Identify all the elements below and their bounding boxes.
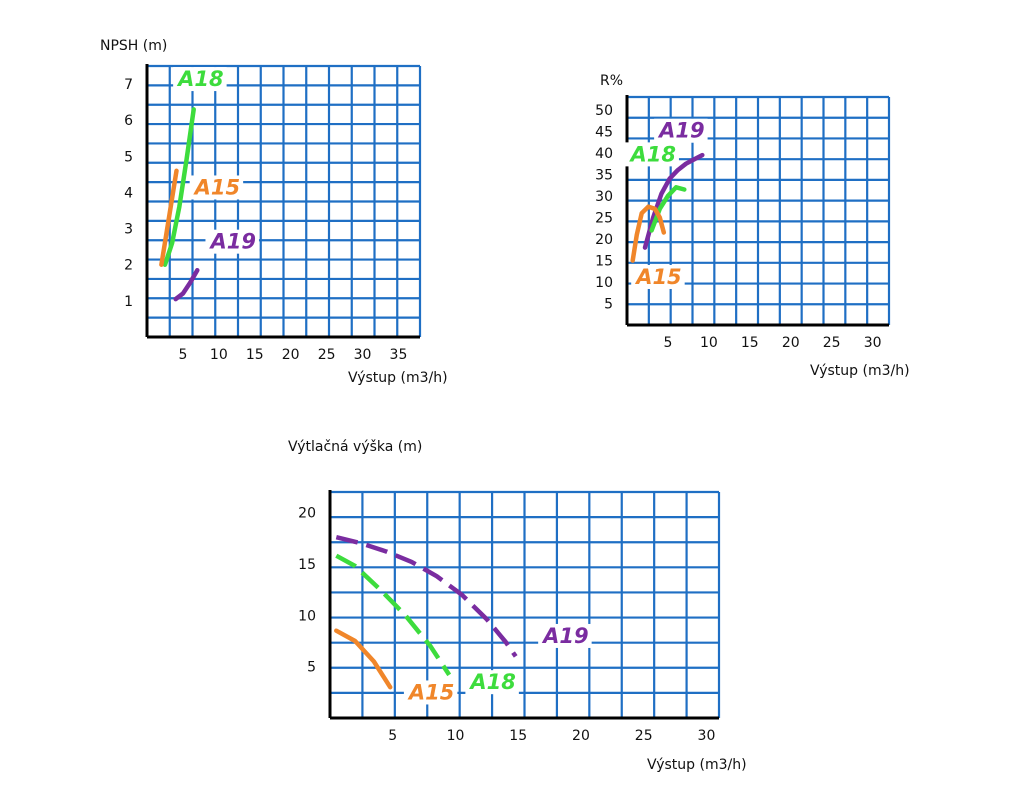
x-tick-label: 15	[741, 335, 759, 351]
y-axis-label: NPSH (m)	[100, 38, 167, 54]
x-tick-label: 10	[700, 335, 718, 351]
chart-2: 5 10 15 20 25 30 5 10 15 20 25 30 35 40 45 50 R% Výstup (…	[595, 73, 909, 379]
series-label-a18: A18	[628, 142, 675, 166]
y-tick-label: 20	[298, 506, 316, 522]
series-label-a19: A19	[208, 230, 255, 254]
y-tick-label: 15	[595, 253, 613, 269]
y-tick-label: 30	[595, 189, 613, 205]
series-label-bg	[631, 264, 685, 289]
x-tick-label: 10	[447, 728, 465, 744]
series-line-a19	[335, 535, 518, 658]
grid	[330, 490, 721, 718]
y-tick-label: 2	[124, 258, 133, 274]
y-tick-label: 1	[124, 294, 133, 310]
series-label-a15: A15	[407, 680, 454, 704]
x-tick-label: 20	[282, 347, 300, 363]
series-label-a18: A18	[176, 67, 223, 91]
y-tick-label: 25	[595, 210, 613, 226]
series-label-a19: A19	[541, 624, 588, 648]
series-label-bg	[625, 142, 679, 167]
y-tick-label: 5	[307, 660, 316, 676]
y-tick-label: 3	[124, 222, 133, 238]
series-line-a15	[334, 628, 393, 690]
x-tick-label: 25	[318, 347, 336, 363]
x-tick-label: 35	[390, 347, 408, 363]
y-tick-label: 40	[595, 146, 613, 162]
series-label-bg	[173, 67, 227, 92]
x-axis-label: Výstup (m3/h)	[348, 370, 448, 386]
y-tick-label: 5	[604, 296, 613, 312]
x-tick-label: 20	[572, 728, 590, 744]
series-line-a15	[159, 168, 179, 267]
series-label-bg	[205, 229, 259, 254]
series-label-a15: A15	[634, 265, 681, 289]
x-tick-label: 15	[509, 728, 527, 744]
y-tick-label: 20	[595, 232, 613, 248]
x-axis-label: Výstup (m3/h)	[810, 363, 910, 379]
x-tick-label: 30	[354, 347, 372, 363]
y-tick-label: 10	[595, 275, 613, 291]
chart-3: 5 10 15 20 25 30 5 10 15 20 Výtlačná výška (m) Výst…	[288, 439, 747, 773]
x-tick-label: 20	[782, 335, 800, 351]
x-tick-label: 5	[663, 335, 672, 351]
series-line-a15	[630, 204, 667, 263]
x-tick-label: 25	[823, 335, 841, 351]
series-label-bg	[189, 175, 244, 200]
series-line-a19	[173, 267, 200, 302]
series-line-a18	[162, 107, 196, 267]
grid	[147, 64, 422, 337]
series-line-a18	[335, 553, 452, 677]
y-tick-label: 5	[124, 149, 133, 165]
y-tick-label: 50	[595, 103, 613, 119]
y-axis-label: R%	[600, 73, 623, 89]
x-tick-label: 5	[388, 728, 397, 744]
series-label-a19: A19	[657, 119, 704, 143]
y-tick-label: 35	[595, 167, 613, 183]
x-tick-label: 5	[178, 347, 187, 363]
y-tick-label: 10	[298, 608, 316, 624]
x-tick-label: 30	[698, 728, 716, 744]
series-label-a18: A18	[468, 670, 515, 694]
y-tick-label: 4	[124, 185, 133, 201]
x-tick-label: 15	[246, 347, 264, 363]
y-axis-label: Výtlačná výška (m)	[288, 439, 422, 455]
series-label-bg	[538, 623, 592, 648]
x-axis-label: Výstup (m3/h)	[647, 757, 747, 773]
series-label-a15: A15	[193, 175, 240, 199]
x-tick-label: 30	[864, 335, 882, 351]
chart-1: 5 10 15 20 25 30 35 1 2 3 4 5 6 7 NPSH (m) Výstup (m3/h…	[100, 38, 448, 386]
series-label-bg	[465, 670, 519, 695]
y-tick-label: 7	[124, 77, 133, 93]
y-tick-label: 45	[595, 124, 613, 140]
x-tick-label: 10	[210, 347, 228, 363]
x-tick-label: 25	[635, 728, 653, 744]
y-tick-label: 15	[298, 557, 316, 573]
series-label-bg	[403, 680, 458, 705]
series-label-bg	[654, 118, 708, 143]
y-tick-label: 6	[124, 113, 133, 129]
series-line-a19	[642, 152, 705, 250]
